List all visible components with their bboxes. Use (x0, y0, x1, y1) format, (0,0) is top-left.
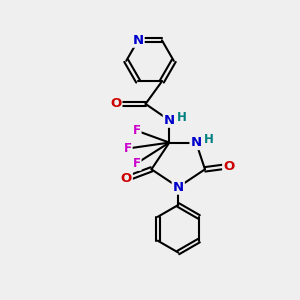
Text: O: O (223, 160, 234, 173)
Text: N: N (133, 34, 144, 47)
Text: O: O (110, 98, 122, 110)
Text: N: N (164, 114, 175, 127)
Text: H: H (177, 111, 187, 124)
Text: F: F (133, 124, 141, 137)
Text: H: H (204, 133, 214, 146)
Text: F: F (124, 142, 132, 155)
Text: O: O (121, 172, 132, 185)
Text: N: N (173, 181, 184, 194)
Text: F: F (133, 157, 141, 170)
Text: N: N (190, 136, 202, 149)
